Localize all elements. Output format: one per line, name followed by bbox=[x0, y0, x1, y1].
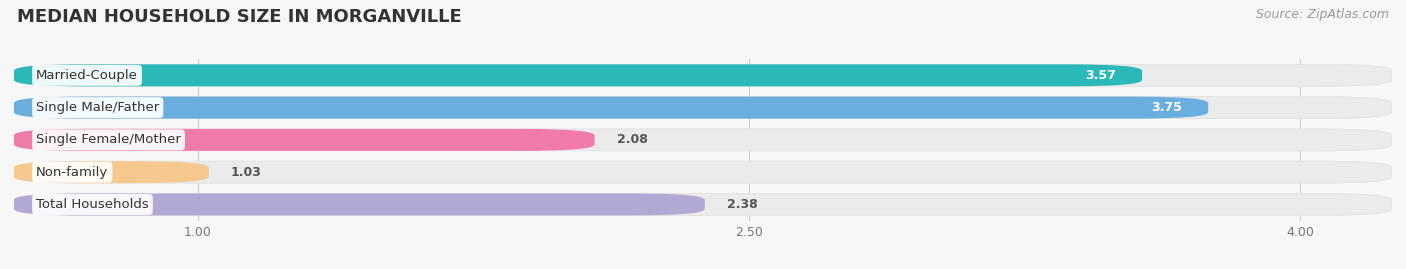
FancyBboxPatch shape bbox=[14, 161, 1392, 183]
Text: 3.57: 3.57 bbox=[1085, 69, 1116, 82]
Text: Non-family: Non-family bbox=[37, 166, 108, 179]
Text: 3.75: 3.75 bbox=[1152, 101, 1182, 114]
FancyBboxPatch shape bbox=[14, 193, 704, 215]
Text: Married-Couple: Married-Couple bbox=[37, 69, 138, 82]
FancyBboxPatch shape bbox=[14, 161, 209, 183]
FancyBboxPatch shape bbox=[14, 97, 1392, 119]
FancyBboxPatch shape bbox=[14, 64, 1392, 86]
FancyBboxPatch shape bbox=[14, 64, 1142, 86]
FancyBboxPatch shape bbox=[14, 193, 1392, 215]
Text: Single Male/Father: Single Male/Father bbox=[37, 101, 159, 114]
FancyBboxPatch shape bbox=[14, 97, 1208, 119]
Text: Single Female/Mother: Single Female/Mother bbox=[37, 133, 181, 146]
Text: 1.03: 1.03 bbox=[231, 166, 262, 179]
Text: Source: ZipAtlas.com: Source: ZipAtlas.com bbox=[1256, 8, 1389, 21]
Text: 2.38: 2.38 bbox=[727, 198, 758, 211]
Text: Total Households: Total Households bbox=[37, 198, 149, 211]
FancyBboxPatch shape bbox=[14, 129, 1392, 151]
Text: MEDIAN HOUSEHOLD SIZE IN MORGANVILLE: MEDIAN HOUSEHOLD SIZE IN MORGANVILLE bbox=[17, 8, 461, 26]
FancyBboxPatch shape bbox=[14, 129, 595, 151]
Text: 2.08: 2.08 bbox=[617, 133, 648, 146]
